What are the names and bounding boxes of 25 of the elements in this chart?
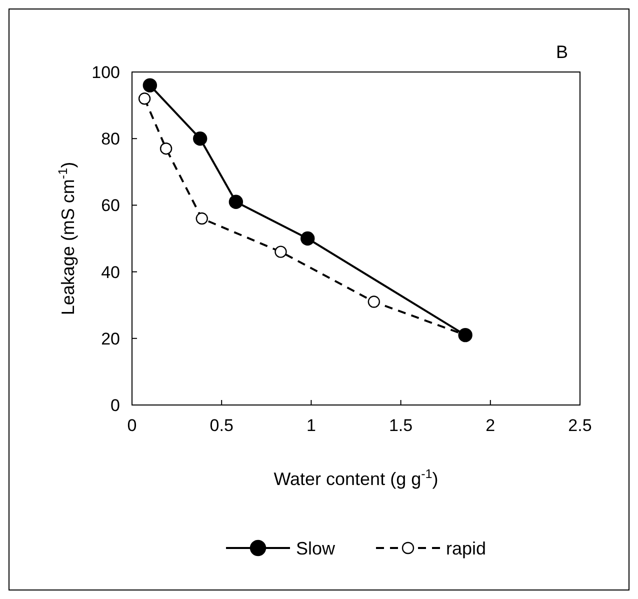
x-tick-label: 2 — [486, 416, 496, 435]
x-axis-title: Water content (g g$^{-1}$) — [274, 467, 438, 489]
legend-label: Slow — [296, 538, 336, 558]
point — [142, 78, 158, 92]
chart-title: B — [556, 42, 568, 62]
point — [300, 231, 315, 246]
point — [192, 132, 208, 146]
x-tick-label: 2.5 — [568, 416, 592, 435]
y-tick-label: 60 — [101, 196, 120, 216]
legend-label: rapid — [446, 538, 486, 558]
point — [160, 142, 172, 155]
point — [138, 92, 151, 105]
x-tick-label: 0.5 — [210, 416, 234, 435]
point — [228, 194, 244, 209]
y-tick-label: 40 — [101, 262, 120, 282]
y-tick-label: 20 — [101, 329, 120, 348]
point — [368, 296, 380, 308]
point — [196, 212, 208, 225]
y-tick-label: 0 — [110, 396, 120, 415]
y-tick-label: 80 — [101, 130, 120, 149]
x-tick-label: 1 — [306, 416, 316, 435]
y-tick-label: 100 — [92, 62, 120, 82]
x-tick-label: 1.5 — [388, 416, 413, 435]
x-tick-label: 0 — [127, 416, 137, 435]
point — [274, 246, 287, 258]
